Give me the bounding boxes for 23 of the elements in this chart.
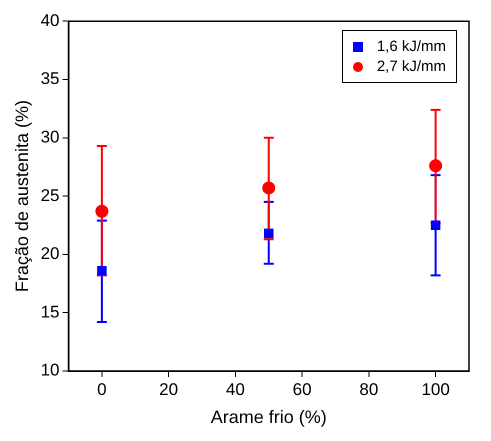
point <box>429 159 442 172</box>
point <box>264 228 274 238</box>
legend-label: 2,7 kJ/mm <box>376 58 446 75</box>
x-tick-label: 60 <box>292 380 312 399</box>
x-tick-label: 40 <box>226 380 245 399</box>
x-tick-label: 80 <box>359 380 378 399</box>
legend-label: 1,6 kJ/mm <box>376 38 446 55</box>
y-tick-label: 25 <box>40 186 60 205</box>
point <box>430 220 440 230</box>
y-tick-label: 30 <box>40 127 60 146</box>
y-tick-label: 15 <box>40 302 60 322</box>
point <box>95 204 108 218</box>
y-tick-label: 40 <box>40 10 60 30</box>
x-tick-label: 100 <box>421 380 450 399</box>
y-tick-label: 20 <box>40 244 60 264</box>
y-tick-label: 10 <box>40 360 60 380</box>
point <box>97 266 107 276</box>
x-tick-label: 0 <box>97 380 107 399</box>
x-axis-title: Arame frio (%) <box>210 407 327 428</box>
y-tick-label: 35 <box>40 69 60 88</box>
point <box>262 181 276 194</box>
x-tick-label: 20 <box>159 380 178 399</box>
y-axis-title: Fração de austenita (%) <box>12 100 32 292</box>
